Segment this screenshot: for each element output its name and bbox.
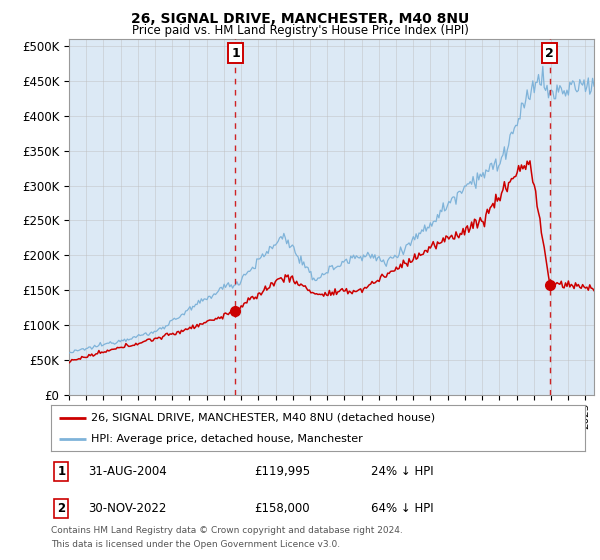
Text: HPI: Average price, detached house, Manchester: HPI: Average price, detached house, Manc… [91, 435, 363, 444]
Text: This data is licensed under the Open Government Licence v3.0.: This data is licensed under the Open Gov… [51, 540, 340, 549]
Text: £119,995: £119,995 [254, 465, 310, 478]
Text: 2: 2 [58, 502, 65, 515]
Text: 30-NOV-2022: 30-NOV-2022 [88, 502, 167, 515]
Text: 26, SIGNAL DRIVE, MANCHESTER, M40 8NU (detached house): 26, SIGNAL DRIVE, MANCHESTER, M40 8NU (d… [91, 413, 435, 423]
Text: 26, SIGNAL DRIVE, MANCHESTER, M40 8NU: 26, SIGNAL DRIVE, MANCHESTER, M40 8NU [131, 12, 469, 26]
Text: 31-AUG-2004: 31-AUG-2004 [88, 465, 167, 478]
Text: 24% ↓ HPI: 24% ↓ HPI [371, 465, 434, 478]
Text: 64% ↓ HPI: 64% ↓ HPI [371, 502, 434, 515]
Text: 2: 2 [545, 46, 554, 60]
Text: Contains HM Land Registry data © Crown copyright and database right 2024.: Contains HM Land Registry data © Crown c… [51, 526, 403, 535]
Text: £158,000: £158,000 [254, 502, 310, 515]
Text: 1: 1 [231, 46, 240, 60]
Text: 1: 1 [58, 465, 65, 478]
Text: Price paid vs. HM Land Registry's House Price Index (HPI): Price paid vs. HM Land Registry's House … [131, 24, 469, 36]
